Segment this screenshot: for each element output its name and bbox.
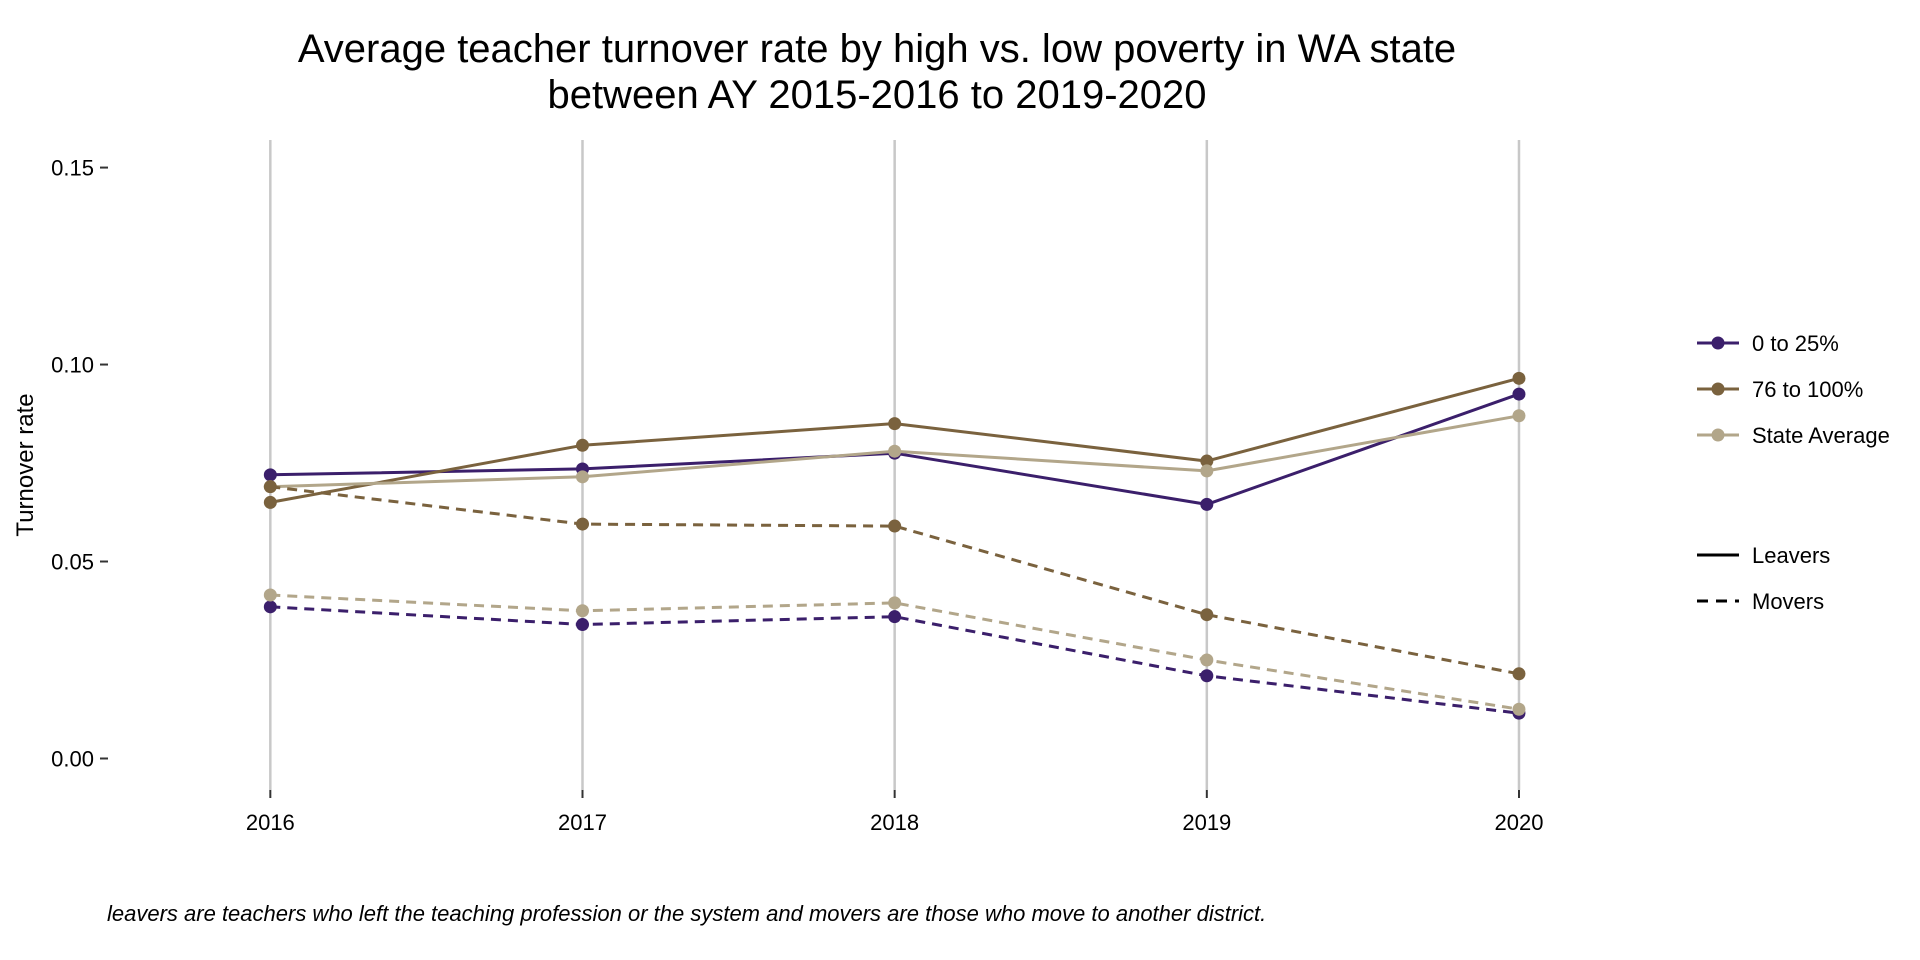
data-point bbox=[263, 480, 277, 494]
data-point bbox=[1512, 371, 1526, 385]
series-line bbox=[270, 593, 1520, 711]
legend-item: 0 to 25% bbox=[1697, 331, 1839, 356]
data-point bbox=[1200, 464, 1214, 478]
data-point bbox=[263, 588, 277, 602]
data-point bbox=[1512, 387, 1526, 401]
y-tick-label: 0.00 bbox=[51, 746, 94, 771]
series-leavers-state-average bbox=[263, 409, 1526, 494]
data-point bbox=[1512, 702, 1526, 716]
data-point bbox=[575, 618, 589, 632]
x-tick-label: 2016 bbox=[246, 810, 295, 835]
legend-swatch-point bbox=[1711, 382, 1725, 396]
legend-item: Movers bbox=[1697, 589, 1824, 614]
y-axis-title: Turnover rate bbox=[12, 393, 39, 536]
chart-title-line-2: between AY 2015-2016 to 2019-2020 bbox=[547, 73, 1206, 117]
y-tick-label: 0.15 bbox=[51, 156, 94, 181]
data-point bbox=[575, 438, 589, 452]
data-point bbox=[1200, 497, 1214, 511]
data-point bbox=[263, 468, 277, 482]
data-point bbox=[263, 600, 277, 614]
legend-item: State Average bbox=[1697, 423, 1890, 448]
data-point bbox=[575, 517, 589, 531]
legend-item: Leavers bbox=[1697, 543, 1830, 568]
series-line bbox=[270, 485, 1520, 676]
legend-item: 76 to 100% bbox=[1697, 377, 1863, 402]
legend-swatch-point bbox=[1711, 428, 1725, 442]
data-point bbox=[888, 596, 902, 610]
axes: 2016 2017 2018 2019 2020 0.00 0.05 0.10 0.15 bbox=[51, 156, 1543, 835]
data-point bbox=[1200, 454, 1214, 468]
data-point bbox=[1200, 669, 1214, 683]
data-point bbox=[888, 417, 902, 431]
y-tick-label: 0.05 bbox=[51, 550, 94, 575]
grid-lines bbox=[269, 140, 1521, 790]
data-point bbox=[1200, 653, 1214, 667]
x-tick-label: 2018 bbox=[870, 810, 919, 835]
chart-title: Average teacher turnover rate by high vs… bbox=[298, 27, 1456, 117]
data-point bbox=[1512, 667, 1526, 681]
x-tick-label: 2019 bbox=[1182, 810, 1231, 835]
series-movers-76-to-100 bbox=[263, 480, 1526, 681]
legend-label: Leavers bbox=[1752, 543, 1830, 568]
legend-label: 76 to 100% bbox=[1752, 377, 1863, 402]
chart-caption: leavers are teachers who left the teachi… bbox=[107, 901, 1266, 926]
data-point bbox=[888, 519, 902, 533]
data-point bbox=[575, 604, 589, 618]
legend-label: Movers bbox=[1752, 589, 1824, 614]
series-movers-state-average bbox=[263, 588, 1526, 716]
data-point bbox=[575, 470, 589, 484]
data-point bbox=[1200, 608, 1214, 622]
legend-label: State Average bbox=[1752, 423, 1890, 448]
legend-label: 0 to 25% bbox=[1752, 331, 1839, 356]
chart-title-line-1: Average teacher turnover rate by high vs… bbox=[298, 27, 1456, 71]
x-tick-label: 2020 bbox=[1495, 810, 1544, 835]
legend: 0 to 25% 76 to 100% State Average Leavers Mo… bbox=[1697, 331, 1890, 614]
legend-swatch-point bbox=[1711, 336, 1725, 350]
data-point bbox=[1512, 409, 1526, 423]
data-point bbox=[263, 495, 277, 509]
data-point bbox=[888, 610, 902, 624]
y-tick-label: 0.10 bbox=[51, 353, 94, 378]
series-leavers-76-to-100 bbox=[263, 371, 1526, 509]
series-layer bbox=[263, 371, 1526, 720]
data-point bbox=[888, 444, 902, 458]
series-line bbox=[270, 605, 1520, 715]
x-tick-label: 2017 bbox=[558, 810, 607, 835]
